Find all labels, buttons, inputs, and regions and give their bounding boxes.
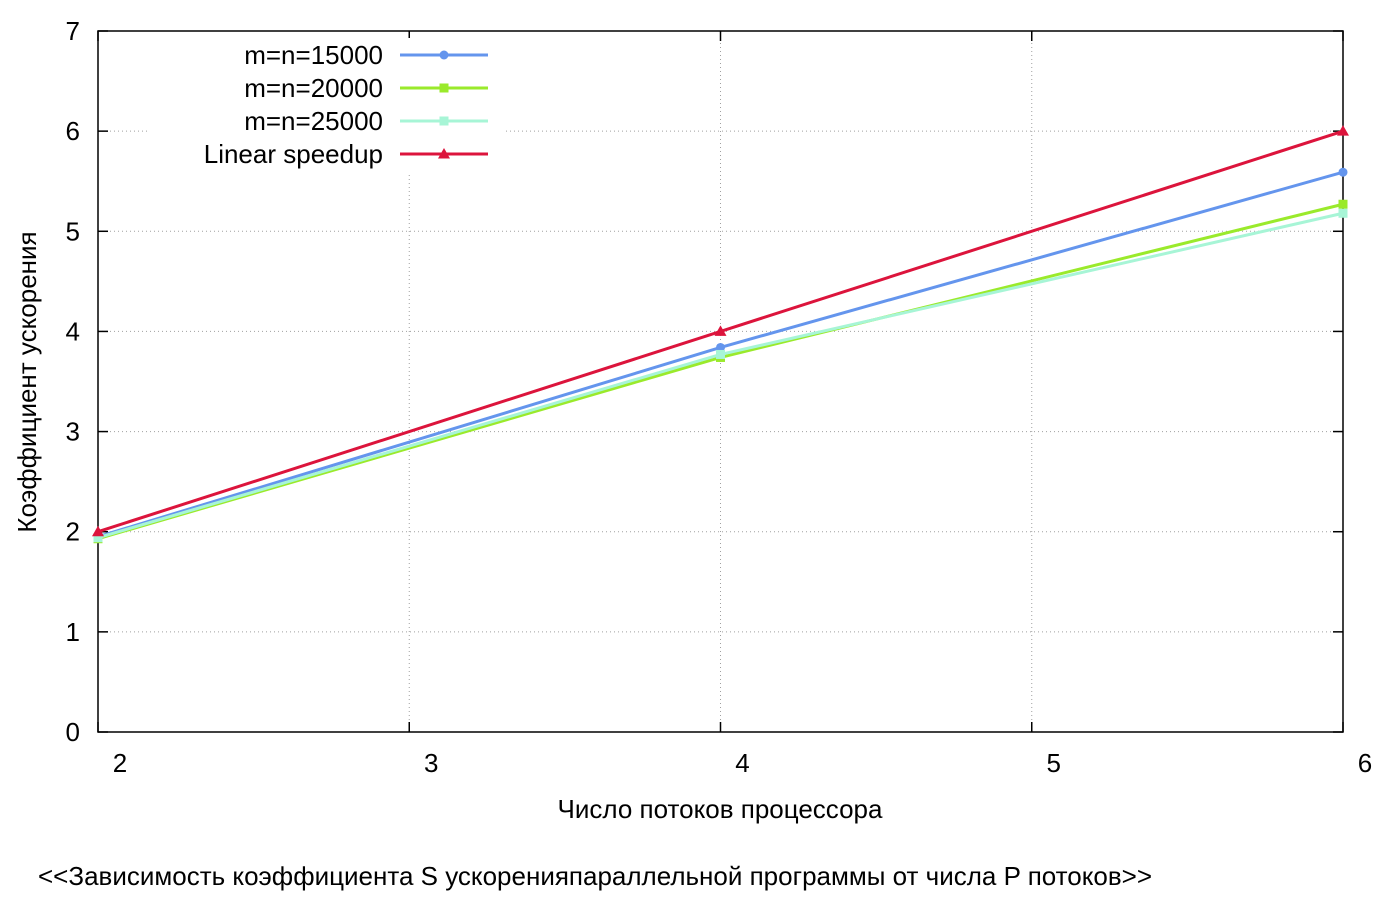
data-point bbox=[714, 325, 727, 336]
data-point bbox=[93, 533, 103, 543]
x-axis-label: Число потоков процессора bbox=[558, 794, 883, 824]
legend-marker bbox=[439, 50, 449, 60]
x-tick-label: 3 bbox=[424, 748, 438, 778]
x-tick-label: 6 bbox=[1358, 748, 1372, 778]
y-tick-label: 7 bbox=[66, 16, 80, 46]
data-point bbox=[716, 342, 725, 352]
data-point bbox=[92, 525, 104, 537]
data-point bbox=[1337, 125, 1349, 136]
data-point bbox=[1338, 167, 1348, 177]
series-3 bbox=[93, 208, 1348, 543]
legend-marker bbox=[438, 148, 450, 159]
legend-background bbox=[150, 38, 506, 172]
y-axis-label: Коэффициент ускорения bbox=[12, 231, 42, 532]
legend-label: m=n=15000 bbox=[244, 40, 383, 70]
x-tick-label: 2 bbox=[113, 748, 127, 778]
x-tick-label: 5 bbox=[1047, 748, 1061, 778]
series-lines bbox=[92, 125, 1349, 544]
axis-ticks: 0 1 2 3 4 5 6 7 2 3 4 5 6 bbox=[66, 16, 1373, 778]
legend-label: Linear speedup bbox=[204, 139, 383, 169]
data-point bbox=[1338, 208, 1348, 218]
y-tick-label: 2 bbox=[66, 517, 80, 547]
legend-label: m=n=20000 bbox=[244, 73, 383, 103]
legend-label: m=n=25000 bbox=[244, 106, 383, 136]
series-4 bbox=[92, 125, 1349, 537]
data-point bbox=[1338, 199, 1348, 209]
chart-title: <<Зависимость коэффициента S ускоренияпа… bbox=[38, 861, 1152, 891]
legend-marker bbox=[439, 83, 449, 93]
y-tick-label: 0 bbox=[66, 717, 80, 747]
x-tick-label: 4 bbox=[735, 748, 749, 778]
legend-marker bbox=[439, 116, 449, 126]
y-tick-label: 3 bbox=[66, 417, 80, 447]
y-tick-label: 6 bbox=[66, 116, 80, 146]
data-point bbox=[716, 349, 725, 359]
y-tick-label: 5 bbox=[66, 216, 80, 246]
y-tick-label: 4 bbox=[66, 316, 80, 346]
y-tick-label: 1 bbox=[66, 617, 80, 647]
